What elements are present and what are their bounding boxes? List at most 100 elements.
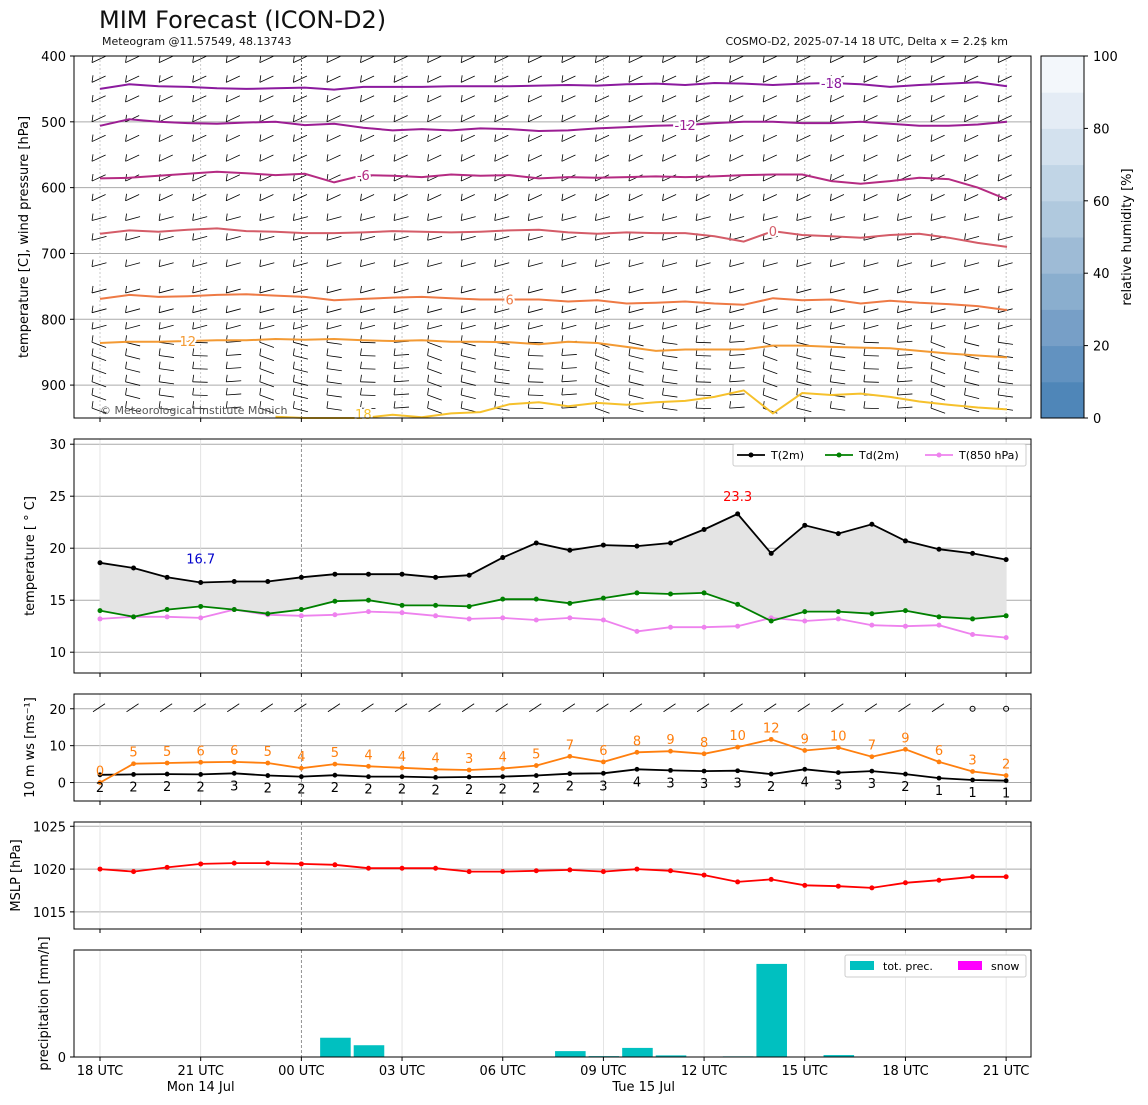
data-point	[198, 615, 204, 621]
wind-barb-flag	[695, 335, 698, 343]
wind-barb	[997, 115, 1012, 123]
wind-barb-flag	[527, 361, 530, 369]
data-point	[802, 882, 808, 888]
data-point	[668, 624, 674, 630]
gust-label: 6	[197, 744, 205, 759]
wind-barb-flag	[561, 374, 564, 382]
wind-barb	[628, 394, 644, 399]
wind-barb-flag	[460, 134, 463, 142]
wind-barb-flag	[863, 75, 866, 83]
wind-barb-flag	[561, 233, 564, 241]
wind-barb	[863, 407, 879, 410]
wind-barb-flag	[326, 134, 329, 142]
wind-barb	[930, 194, 945, 202]
data-point	[936, 622, 942, 628]
wind-barb-flag	[964, 114, 966, 122]
mean-wind-label: 2	[465, 783, 473, 798]
data-point	[869, 611, 875, 617]
wind-barb	[662, 55, 677, 63]
wind-barb-flag	[762, 259, 765, 267]
wind-barb	[930, 368, 946, 375]
wind-barb-flag	[91, 361, 94, 369]
wind-barb-flag	[695, 55, 698, 63]
wind-barb	[192, 55, 207, 63]
wind-barb-flag	[829, 213, 832, 221]
wind-barb-flag	[561, 213, 564, 221]
wind-barb-flag	[662, 154, 664, 162]
wind-barb	[125, 407, 141, 413]
wind-barb-flag	[964, 233, 966, 241]
gust-label: 9	[901, 731, 909, 746]
wind-barb	[159, 262, 174, 268]
wind-barb	[863, 194, 878, 202]
wind-barb-flag	[964, 305, 966, 313]
wind-barb-flag	[997, 285, 1000, 294]
wind-barb-flag	[427, 134, 429, 142]
wind-barb	[695, 134, 710, 142]
wind-barb-flag	[292, 322, 295, 330]
wind-barb	[226, 115, 241, 123]
wind-barb-flag	[192, 233, 195, 241]
wind-barb	[595, 236, 610, 241]
data-point	[1003, 778, 1009, 784]
data-point	[265, 578, 271, 584]
legend-box	[844, 954, 1027, 978]
wind-barb-flag	[829, 193, 832, 201]
wind-barb-flag	[460, 233, 463, 241]
wind-barb	[427, 262, 443, 268]
wind-barb	[360, 324, 376, 330]
wind-barb	[360, 288, 376, 294]
wind-barb	[595, 75, 610, 83]
data-point	[902, 608, 908, 614]
wind-barb-flag	[796, 361, 799, 369]
wind-barb-flag	[292, 75, 295, 83]
wind-barb-flag	[326, 259, 329, 267]
data-point	[231, 770, 237, 776]
data-point	[802, 618, 808, 624]
wind-barb-flag	[628, 374, 631, 382]
wind-barb	[326, 355, 342, 358]
gust-label: 2	[1002, 758, 1010, 773]
wind-barb-flag	[259, 285, 262, 294]
wind-barb-flag	[863, 285, 866, 294]
data-point	[466, 869, 472, 875]
data-point	[466, 616, 472, 622]
wind-barb	[528, 288, 543, 294]
wind-barb-flag	[125, 322, 127, 330]
wind-barb	[226, 308, 241, 314]
wind-barb-flag	[259, 305, 262, 313]
data-point	[131, 614, 137, 620]
colorbar-label: relative humidity [%]	[1120, 168, 1135, 305]
wind-barb	[192, 115, 207, 123]
wind-barb	[159, 216, 174, 221]
data-point	[600, 542, 606, 548]
data-point	[600, 617, 606, 623]
upper-air-ylabel: temperature [C], wind pressure [hPa]	[17, 116, 32, 358]
legend-entry: T(850 hPa)	[958, 449, 1019, 462]
wind-barb	[91, 154, 106, 162]
wind-barb	[763, 355, 778, 361]
wind-barb-flag	[494, 75, 497, 83]
wind-barb	[125, 324, 141, 330]
wind-barb-flag	[762, 322, 765, 330]
wind-barb	[796, 407, 812, 413]
wind-barb	[226, 288, 241, 294]
wind-barb-flag	[863, 348, 866, 356]
data-point	[735, 601, 741, 607]
data-point	[131, 761, 136, 767]
wind-barb-flag	[192, 361, 195, 369]
wind-barb	[964, 262, 980, 268]
colorbar-tick-label: 0	[1093, 412, 1101, 427]
wind-barb	[830, 288, 845, 294]
wind-barb-flag	[997, 401, 1000, 409]
wind-barb	[259, 355, 275, 361]
dewpoint-spread-shading	[100, 513, 1007, 621]
data-point	[533, 773, 539, 778]
wind-barb	[293, 194, 308, 202]
gust-label: 5	[129, 746, 137, 761]
wind-barb-flag	[762, 114, 765, 122]
wind-barb-flag	[662, 374, 664, 382]
wind-barb-flag	[393, 193, 396, 201]
wind-frame	[73, 693, 1032, 802]
gust-label: 9	[801, 732, 809, 747]
